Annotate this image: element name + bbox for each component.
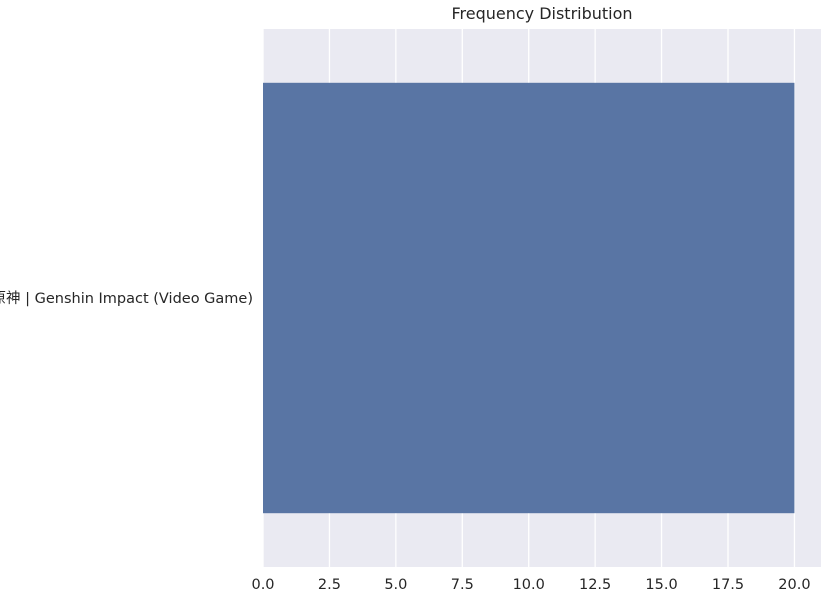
- y-axis-ticks: 原神 | Genshin Impact (Video Game): [0, 290, 253, 307]
- x-tick-label: 7.5: [451, 577, 474, 593]
- x-tick-label: 15.0: [645, 577, 677, 593]
- x-tick-label: 5.0: [384, 577, 407, 593]
- x-tick-label: 10.0: [513, 577, 545, 593]
- chart-title: Frequency Distribution: [451, 4, 632, 23]
- bar: [263, 82, 795, 514]
- x-tick-label: 20.0: [778, 577, 810, 593]
- x-tick-label: 12.5: [579, 577, 611, 593]
- bars: [263, 82, 795, 514]
- x-tick-label: 2.5: [318, 577, 341, 593]
- y-category-label: 原神 | Genshin Impact (Video Game): [0, 290, 253, 307]
- x-tick-label: 17.5: [712, 577, 744, 593]
- x-tick-label: 0.0: [251, 577, 274, 593]
- x-axis-ticks: 0.0 2.5 5.0 7.5 10.0 12.5 15.0 17.5 20.0: [251, 577, 810, 593]
